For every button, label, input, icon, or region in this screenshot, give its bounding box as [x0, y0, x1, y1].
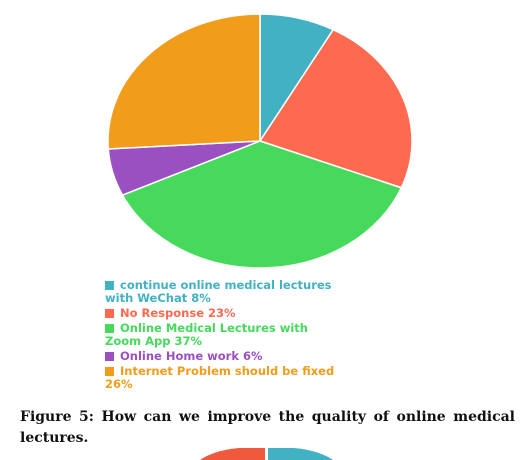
figure-caption: Figure 5: How can we improve the quality…	[20, 409, 515, 446]
legend-item-internet: Internet Problem should be fixed 26%	[105, 363, 345, 391]
pie-slice-zoom	[121, 140, 403, 269]
legend-swatch	[105, 308, 114, 318]
legend-swatch	[105, 281, 114, 290]
legend-label: Online Home work 6%	[120, 348, 263, 363]
legend-item-zoom: Online Medical Lectures with Zoom App 37…	[105, 320, 345, 348]
pie-slice-internet	[107, 13, 261, 150]
pie-slices	[107, 13, 413, 269]
legend-item-no-response: No Response 23%	[105, 305, 345, 320]
legend-item-wechat: continue online medical lectures with We…	[105, 279, 345, 305]
chart-legend: continue online medical lectures with We…	[105, 279, 345, 393]
legend-item-homework: Online Home work 6%	[105, 348, 345, 363]
next-pie-slice-teal	[268, 448, 333, 460]
pie-chart	[107, 13, 413, 269]
next-figure-pie-top	[200, 448, 333, 460]
legend-swatch	[105, 366, 114, 376]
legend-swatch	[105, 351, 114, 361]
pie-slice-no-response	[258, 28, 413, 189]
next-pie-slice-orange	[200, 448, 265, 460]
legend-label: continue online medical lectures with We…	[105, 278, 332, 305]
legend-label: No Response 23%	[120, 305, 236, 320]
legend-label: Internet Problem should be fixed 26%	[105, 363, 335, 391]
legend-label: Online Medical Lectures with Zoom App 37…	[105, 320, 308, 348]
legend-swatch	[105, 323, 114, 333]
